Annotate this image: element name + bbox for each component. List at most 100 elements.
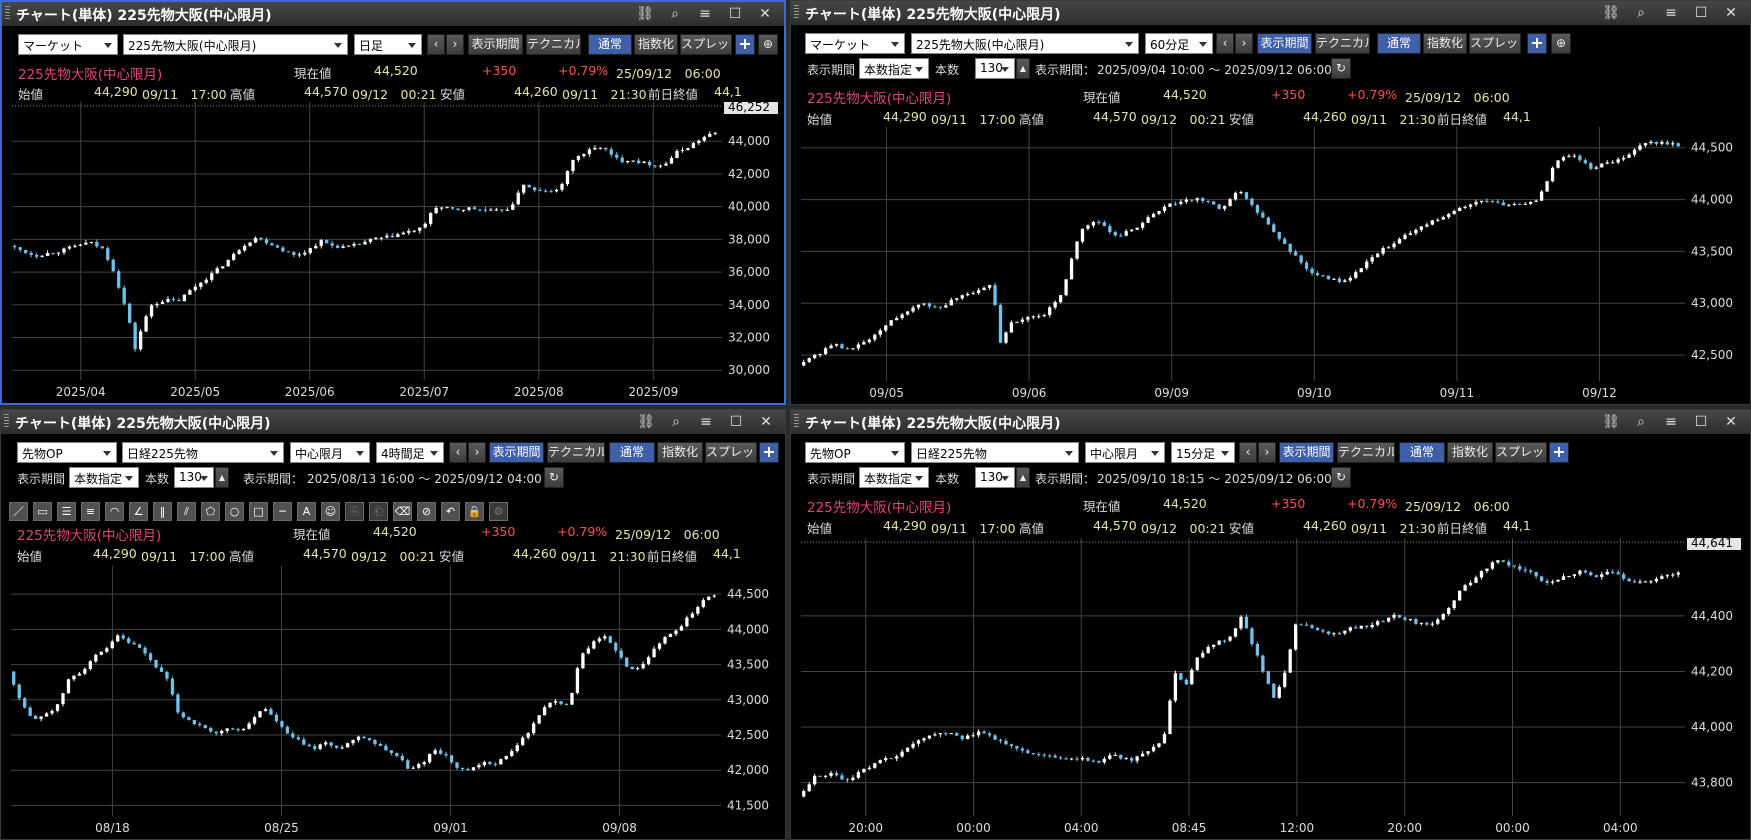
price-chart[interactable]: 43,800 44,000 44,200 44,400 20:00 00:00 04:00 0… xyxy=(801,538,1749,838)
period-button[interactable]: 表示期間 xyxy=(1257,33,1312,54)
pentagon-tool-icon[interactable]: ⬠ xyxy=(201,502,220,521)
add-button[interactable]: + xyxy=(735,34,755,55)
panel-titlebar[interactable]: チャート(単体) 225先物大阪(中心限月) ⛓ ⌕ ≡ ☐ ✕ xyxy=(2,2,784,26)
maximize-icon[interactable]: ☐ xyxy=(729,414,743,430)
count-stepper[interactable]: ▲ xyxy=(215,467,229,488)
interval-select[interactable]: 15分足 xyxy=(1171,442,1235,463)
drag-grip-icon[interactable] xyxy=(794,5,799,20)
fan-tool-icon[interactable]: ∠ xyxy=(129,502,148,521)
maximize-icon[interactable]: ☐ xyxy=(728,6,742,22)
line-tool-icon[interactable]: ／ xyxy=(9,502,28,521)
interval-select[interactable]: 60分足 xyxy=(1145,33,1213,54)
price-chart[interactable]: 30,000 32,000 34,000 36,000 38,000 40,000 42,0… xyxy=(12,102,784,402)
market-select[interactable]: マーケット xyxy=(18,34,118,55)
paste-tool-icon[interactable]: ⎗ xyxy=(369,502,388,521)
technical-button[interactable]: テクニカル xyxy=(1315,33,1370,54)
eraser-tool-icon[interactable]: ⌫ xyxy=(393,502,412,521)
spread-button[interactable]: スプレッド xyxy=(680,34,732,55)
refresh-icon[interactable]: ↻ xyxy=(1331,58,1351,79)
spread-button[interactable]: スプレッド xyxy=(1495,442,1547,463)
price-chart[interactable]: 41,500 42,000 42,500 43,000 43,500 44,000 44,5… xyxy=(11,566,785,838)
add-button[interactable]: + xyxy=(1527,33,1547,54)
index-button[interactable]: 指数化 xyxy=(1423,33,1467,54)
period-button[interactable]: 表示期間 xyxy=(468,34,523,55)
next-arrow-button[interactable]: › xyxy=(1258,442,1276,463)
maximize-icon[interactable]: ☐ xyxy=(1694,414,1708,430)
symbol-select[interactable]: 225先物大阪(中心限月) xyxy=(123,34,348,55)
refresh-icon[interactable]: ↻ xyxy=(1331,467,1351,488)
zoom-icon[interactable]: ⊕ xyxy=(758,34,778,55)
lock-tool-icon[interactable]: 🔒 xyxy=(465,502,484,521)
rect-tool-icon[interactable]: □ xyxy=(249,502,268,521)
normal-button[interactable]: 通常 xyxy=(588,34,632,55)
refresh-icon[interactable]: ↻ xyxy=(544,467,564,488)
market-select[interactable]: 先物OP xyxy=(17,442,117,463)
link-icon[interactable]: ⛓ xyxy=(1602,5,1620,21)
link-icon[interactable]: ⛓ xyxy=(1602,414,1620,430)
drag-grip-icon[interactable] xyxy=(4,414,9,429)
close-icon[interactable]: ✕ xyxy=(1725,5,1737,21)
count-input[interactable]: 130 xyxy=(975,58,1015,79)
menu-icon[interactable]: ≡ xyxy=(1665,5,1677,21)
maximize-icon[interactable]: ☐ xyxy=(1694,5,1708,21)
hlines2-tool-icon[interactable]: ≡ xyxy=(81,502,100,521)
menu-icon[interactable]: ≡ xyxy=(1665,414,1677,430)
settings-tool-icon[interactable]: ⚙ xyxy=(489,502,508,521)
symbol-select[interactable]: 日経225先物 xyxy=(911,442,1079,463)
index-button[interactable]: 指数化 xyxy=(634,34,678,55)
hlines-tool-icon[interactable]: ☰ xyxy=(57,502,76,521)
market-select[interactable]: 先物OP xyxy=(805,442,905,463)
count-stepper[interactable]: ▲ xyxy=(1016,58,1030,79)
next-arrow-button[interactable]: › xyxy=(1235,33,1253,54)
menu-icon[interactable]: ≡ xyxy=(699,6,711,22)
market-select[interactable]: マーケット xyxy=(805,33,905,54)
contract-select[interactable]: 中心限月 xyxy=(1085,442,1165,463)
panel-titlebar[interactable]: チャート(単体) 225先物大阪(中心限月) ⛓ ⌕ ≡ ☐ ✕ xyxy=(791,1,1750,25)
next-arrow-button[interactable]: › xyxy=(468,442,486,463)
prev-arrow-button[interactable]: ‹ xyxy=(1216,33,1234,54)
prev-arrow-button[interactable]: ‹ xyxy=(427,34,445,55)
contract-select[interactable]: 中心限月 xyxy=(290,442,370,463)
range-mode-select[interactable]: 本数指定 xyxy=(859,467,929,488)
search-icon[interactable]: ⌕ xyxy=(1637,414,1645,430)
add-button[interactable]: + xyxy=(759,442,779,463)
drag-grip-icon[interactable] xyxy=(794,414,799,429)
interval-select[interactable]: 日足 xyxy=(354,34,422,55)
add-button[interactable]: + xyxy=(1549,442,1569,463)
close-icon[interactable]: ✕ xyxy=(760,414,772,430)
normal-button[interactable]: 通常 xyxy=(609,442,655,463)
period-button[interactable]: 表示期間 xyxy=(1279,442,1334,463)
search-icon[interactable]: ⌕ xyxy=(672,414,680,430)
index-button[interactable]: 指数化 xyxy=(1447,442,1493,463)
count-stepper[interactable]: ▲ xyxy=(1016,467,1030,488)
symbol-select[interactable]: 日経225先物 xyxy=(122,442,284,463)
menu-icon[interactable]: ≡ xyxy=(700,414,712,430)
copy-tool-icon[interactable]: ⎘ xyxy=(345,502,364,521)
stamp-tool-icon[interactable]: ☺ xyxy=(321,502,340,521)
next-arrow-button[interactable]: › xyxy=(446,34,464,55)
close-icon[interactable]: ✕ xyxy=(759,6,771,22)
count-input[interactable]: 130 xyxy=(174,467,214,488)
panel-titlebar[interactable]: チャート(単体) 225先物大阪(中心限月) ⛓ ⌕ ≡ ☐ ✕ xyxy=(791,410,1750,434)
drag-grip-icon[interactable] xyxy=(5,6,10,21)
period-button[interactable]: 表示期間 xyxy=(489,442,544,463)
zoom-icon[interactable]: ⊕ xyxy=(1551,33,1571,54)
interval-select[interactable]: 4時間足 xyxy=(376,442,444,463)
range-mode-select[interactable]: 本数指定 xyxy=(859,58,929,79)
vlines-tool-icon[interactable]: ‖ xyxy=(153,502,172,521)
erase-all-tool-icon[interactable]: ⊘ xyxy=(417,502,436,521)
count-input[interactable]: 130 xyxy=(975,467,1015,488)
spread-button[interactable]: スプレッド xyxy=(1469,33,1521,54)
index-button[interactable]: 指数化 xyxy=(657,442,703,463)
link-icon[interactable]: ⛓ xyxy=(637,414,655,430)
text-tool-icon[interactable]: A xyxy=(297,502,316,521)
hline-tool-icon[interactable]: ─ xyxy=(273,502,292,521)
arc-tool-icon[interactable]: ◠ xyxy=(105,502,124,521)
close-icon[interactable]: ✕ xyxy=(1725,414,1737,430)
prev-arrow-button[interactable]: ‹ xyxy=(1239,442,1257,463)
normal-button[interactable]: 通常 xyxy=(1377,33,1421,54)
prev-arrow-button[interactable]: ‹ xyxy=(449,442,467,463)
normal-button[interactable]: 通常 xyxy=(1399,442,1445,463)
channel-tool-icon[interactable]: ⫽ xyxy=(177,502,196,521)
undo-tool-icon[interactable]: ↶ xyxy=(441,502,460,521)
